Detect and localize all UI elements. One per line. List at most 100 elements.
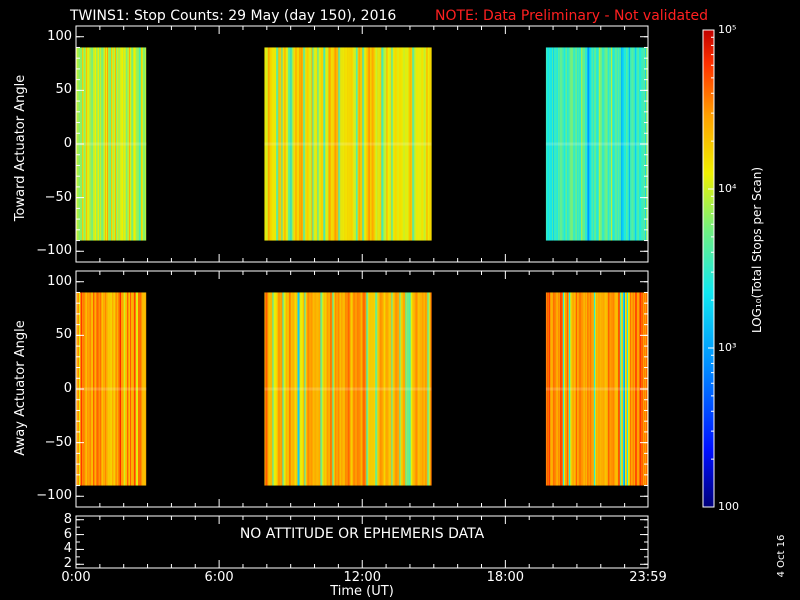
heatmap-column bbox=[141, 292, 143, 486]
heatmap-column bbox=[615, 47, 618, 241]
heatmap-column bbox=[127, 47, 129, 241]
heatmap-column bbox=[115, 47, 117, 241]
heatmap-column bbox=[570, 47, 573, 241]
y-tick-label: 2 bbox=[63, 556, 72, 572]
heatmap-column bbox=[376, 292, 378, 486]
heatmap-column bbox=[404, 47, 406, 241]
heatmap-column bbox=[93, 47, 95, 241]
heatmap-column bbox=[284, 292, 286, 486]
heatmap-column bbox=[607, 292, 610, 486]
heatmap-column bbox=[389, 292, 391, 486]
heatmap-column bbox=[382, 292, 384, 486]
heatmap-column bbox=[143, 292, 145, 486]
heatmap-column bbox=[424, 292, 426, 486]
heatmap-column bbox=[351, 47, 353, 241]
heatmap-column bbox=[555, 292, 558, 486]
heatmap-column bbox=[328, 292, 330, 486]
heatmap-column bbox=[287, 47, 289, 241]
heatmap-column bbox=[396, 292, 398, 486]
heatmap-column bbox=[635, 292, 638, 486]
heatmap-column bbox=[606, 47, 609, 241]
heatmap-column bbox=[620, 292, 623, 486]
heatmap-column bbox=[335, 47, 337, 241]
heatmap-column bbox=[383, 47, 385, 241]
heatmap-column bbox=[399, 47, 401, 241]
heatmap-column bbox=[589, 292, 592, 486]
preliminary-note: NOTE: Data Preliminary - Not validated bbox=[435, 8, 709, 24]
heatmap-column bbox=[557, 292, 560, 486]
heatmap-column bbox=[388, 47, 390, 241]
heatmap-column bbox=[621, 47, 624, 241]
heatmap-column bbox=[387, 47, 389, 241]
heatmap-column bbox=[583, 292, 586, 486]
heatmap-column bbox=[629, 47, 632, 241]
heatmap-column bbox=[391, 47, 393, 241]
heatmap-column bbox=[324, 47, 326, 241]
heatmap-column bbox=[132, 292, 134, 486]
heatmap-column bbox=[277, 292, 279, 486]
heatmap-column bbox=[592, 47, 595, 241]
heatmap-column bbox=[301, 47, 303, 241]
heatmap-column bbox=[113, 47, 115, 241]
heatmap-column bbox=[297, 292, 299, 486]
heatmap-column bbox=[326, 292, 328, 486]
heatmap-column bbox=[112, 292, 114, 486]
heatmap-column bbox=[341, 47, 343, 241]
heatmap-column bbox=[374, 292, 376, 486]
heatmap-column bbox=[429, 292, 431, 486]
heatmap-column bbox=[549, 292, 552, 486]
heatmap-column bbox=[349, 47, 351, 241]
panels-layer bbox=[76, 47, 649, 486]
heatmap-column bbox=[304, 47, 306, 241]
heatmap-column bbox=[395, 292, 397, 486]
heatmap-column bbox=[337, 292, 339, 486]
heatmap-column bbox=[574, 292, 577, 486]
heatmap-column bbox=[555, 47, 558, 241]
heatmap-column bbox=[142, 292, 144, 486]
heatmap-column bbox=[285, 47, 287, 241]
heatmap-column bbox=[339, 47, 341, 241]
heatmap-column bbox=[564, 292, 567, 486]
heatmap-column bbox=[269, 47, 271, 241]
heatmap-column bbox=[602, 47, 605, 241]
heatmap-column bbox=[331, 292, 333, 486]
y-tick-label: 4 bbox=[63, 541, 72, 557]
heatmap-column bbox=[295, 292, 297, 486]
heatmap-column bbox=[634, 292, 637, 486]
heatmap-column bbox=[117, 47, 119, 241]
heatmap-column bbox=[400, 47, 402, 241]
heatmap-column bbox=[137, 292, 139, 486]
heatmap-column bbox=[88, 47, 90, 241]
colorbar-ticks bbox=[708, 29, 714, 508]
heatmap-column bbox=[375, 47, 377, 241]
heatmap-column bbox=[395, 47, 397, 241]
heatmap-column bbox=[629, 292, 632, 486]
zero-angle-band bbox=[264, 142, 432, 146]
heatmap-column bbox=[622, 47, 625, 241]
heatmap-column bbox=[570, 292, 573, 486]
heatmap-column bbox=[123, 292, 125, 486]
y-tick-label: −50 bbox=[44, 189, 72, 205]
colorbar-tick-label: 10³ bbox=[718, 341, 737, 354]
heatmap-column bbox=[305, 292, 307, 486]
heatmap-column bbox=[630, 292, 633, 486]
heatmap-column bbox=[561, 47, 564, 241]
heatmap-column bbox=[417, 292, 419, 486]
heatmap-column bbox=[628, 292, 631, 486]
heatmap-column bbox=[421, 292, 423, 486]
heatmap-column bbox=[290, 47, 292, 241]
heatmap-column bbox=[588, 292, 591, 486]
heatmap-column bbox=[415, 292, 417, 486]
heatmap-column bbox=[316, 47, 318, 241]
heatmap-column bbox=[274, 292, 276, 486]
heatmap-column bbox=[335, 292, 337, 486]
heatmap-column bbox=[272, 47, 274, 241]
heatmap-column bbox=[289, 292, 291, 486]
zero-angle-band bbox=[76, 387, 147, 391]
heatmap-column bbox=[366, 292, 368, 486]
heatmap-column bbox=[545, 47, 548, 241]
heatmap-column bbox=[145, 292, 147, 486]
heatmap-column bbox=[359, 292, 361, 486]
heatmap-column bbox=[267, 47, 269, 241]
heatmap-column bbox=[410, 47, 412, 241]
